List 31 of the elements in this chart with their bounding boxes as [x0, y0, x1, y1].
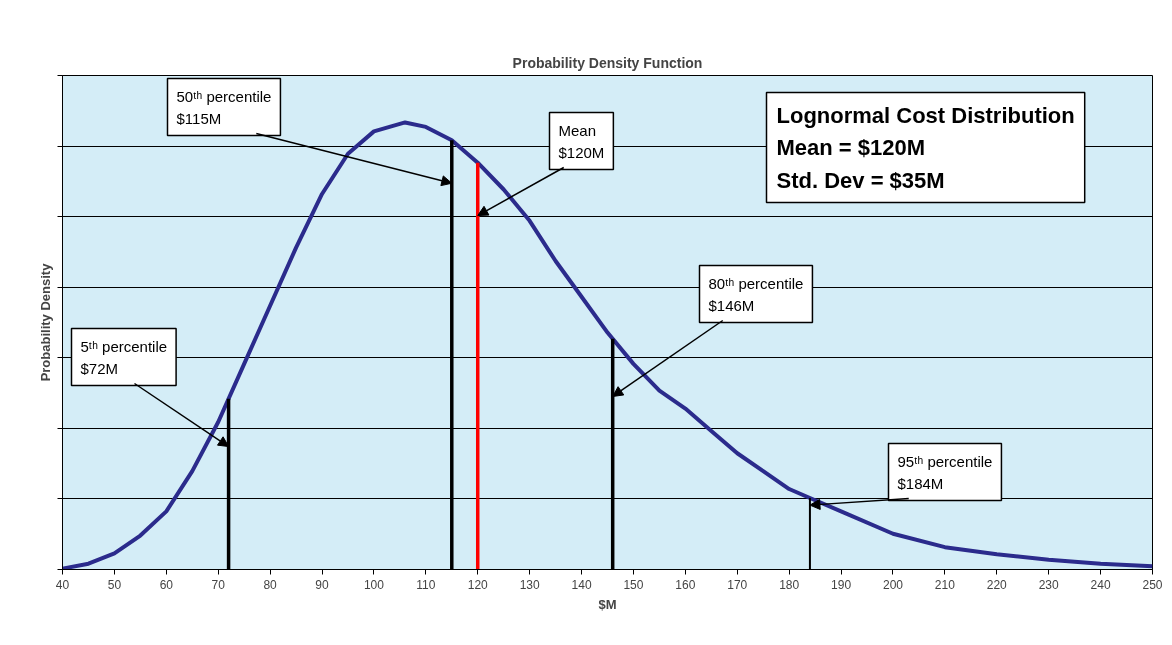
y-axis-title: Probability Density [37, 262, 53, 382]
x-tick-label: 90 [315, 577, 330, 592]
ref-line-label: 50ᵗʰ percentile $115M [176, 87, 272, 127]
x-tick-label: 80 [263, 577, 278, 592]
x-tick-label: 180 [779, 577, 800, 592]
legend-label: 5ᵗʰ percentile $72M [80, 337, 168, 377]
x-tick-label: 250 [1142, 577, 1163, 592]
x-tick-label: 70 [211, 577, 226, 592]
x-tick-label: 60 [159, 577, 174, 592]
x-tick-label: 150 [623, 577, 644, 592]
ref-line-label: 95ᵗʰ percentile $184M [897, 452, 993, 492]
x-tick-label: 170 [727, 577, 748, 592]
x-tick-label: 120 [467, 577, 489, 592]
x-tick-label: 110 [416, 577, 436, 592]
ref-line-label: 80ᵗʰ percentile $146M [708, 274, 804, 314]
annotation: Lognormal Cost Distribution Mean = $120M Std. Dev = $35M [776, 102, 1075, 193]
x-tick-label: 130 [519, 577, 540, 592]
x-tick-label: 40 [55, 577, 70, 592]
x-tick-label: 200 [882, 577, 904, 592]
ref-line-label: Mean $120M [558, 121, 605, 161]
x-tick-label: 50 [107, 577, 122, 592]
x-tick-label: 190 [831, 577, 852, 592]
x-tick-label: 100 [363, 577, 385, 592]
x-tick-label: 220 [986, 577, 1008, 592]
x-tick-label: 160 [675, 577, 696, 592]
x-axis-title: $M [598, 596, 617, 612]
x-tick-label: 140 [571, 577, 592, 592]
x-tick-label: 230 [1038, 577, 1060, 592]
chart-title: Probability Density Function [512, 54, 703, 71]
x-tick-label: 210 [934, 577, 956, 592]
x-tick-label: 240 [1090, 577, 1111, 592]
